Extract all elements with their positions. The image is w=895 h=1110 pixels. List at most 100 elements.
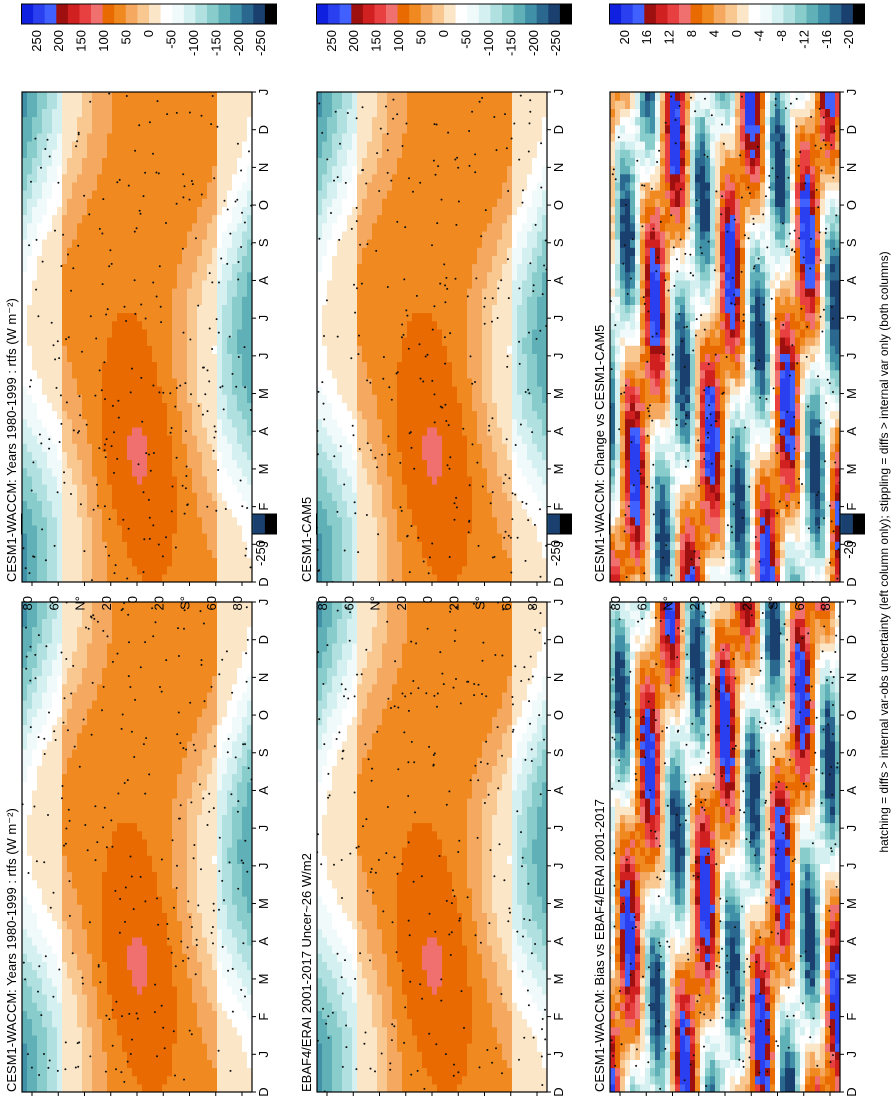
x-tick-label: J bbox=[844, 863, 859, 870]
colorbar-swatch bbox=[375, 4, 387, 24]
x-tick-label: A bbox=[844, 786, 859, 795]
x-tick-label: D bbox=[256, 125, 271, 134]
x-tick-label: D bbox=[256, 577, 271, 586]
colorbar-swatch bbox=[548, 514, 560, 534]
x-tick-label: A bbox=[844, 427, 859, 436]
x-tick-label: A bbox=[551, 937, 566, 946]
colorbar-swatch bbox=[853, 514, 865, 534]
colorbar-swatch bbox=[725, 4, 737, 24]
colorbar-tick-label: -100 bbox=[186, 30, 201, 56]
colorbar-swatch bbox=[537, 4, 549, 24]
x-tick-label: S bbox=[551, 748, 566, 757]
y-tick-label: 60 bbox=[46, 596, 61, 610]
colorbar-swatch bbox=[679, 4, 691, 24]
x-tick-label: J bbox=[551, 825, 566, 832]
panels-layer: DJFMAMJJASONDJ8060N°20020S°6080CESM1-WAC… bbox=[4, 4, 865, 1105]
x-tick-label: J bbox=[844, 353, 859, 360]
x-tick-label: J bbox=[551, 541, 566, 548]
x-tick-label: M bbox=[844, 898, 859, 909]
x-tick-label: F bbox=[551, 503, 566, 511]
x-tick-label: J bbox=[256, 1051, 271, 1058]
x-tick-label: N bbox=[256, 673, 271, 682]
colorbar-swatch bbox=[253, 4, 265, 24]
colorbar-swatch bbox=[363, 4, 375, 24]
chart-title: CESM1-WACCM: Change vs CESM1-CAM5 bbox=[592, 325, 607, 582]
chart-title: CESM1-WACCM: Bias vs EBAF4/ERAI 2001-201… bbox=[592, 799, 607, 1092]
y-tick-label: 80 bbox=[20, 596, 35, 610]
colorbar-swatch bbox=[456, 4, 468, 24]
x-tick-label: N bbox=[551, 673, 566, 682]
x-tick-label: N bbox=[844, 163, 859, 172]
colorbar-swatch bbox=[219, 4, 231, 24]
y-tick-label: 20 bbox=[739, 596, 754, 610]
y-tick-label: 80 bbox=[608, 596, 623, 610]
x-tick-label: O bbox=[256, 200, 271, 210]
x-tick-label: N bbox=[844, 673, 859, 682]
field-4 bbox=[609, 601, 841, 1092]
y-tick-label: 60 bbox=[341, 596, 356, 610]
y-tick-label: 80 bbox=[818, 596, 833, 610]
field-2 bbox=[316, 602, 547, 1093]
colorbar-tick-label: 150 bbox=[369, 30, 384, 52]
colorbar-tick-label: 4 bbox=[707, 30, 722, 37]
colorbar-swatch bbox=[668, 4, 680, 24]
x-tick-label: O bbox=[844, 710, 859, 720]
colorbar-tick-label: 0 bbox=[141, 30, 156, 37]
x-tick-label: J bbox=[844, 599, 859, 606]
colorbar-swatch bbox=[114, 4, 126, 24]
y-tick-label: 60 bbox=[792, 596, 807, 610]
colorbar-tick-label: -50 bbox=[163, 30, 178, 49]
x-tick-label: N bbox=[551, 163, 566, 172]
colorbar-tick-label: -8 bbox=[774, 30, 789, 42]
x-tick-label: J bbox=[256, 541, 271, 548]
colorbar-swatch bbox=[351, 4, 363, 24]
colorbar-swatch bbox=[22, 4, 34, 24]
colorbar-tick-label: -20 bbox=[841, 30, 856, 49]
colorbar-swatch bbox=[444, 4, 456, 24]
colorbar-tick-label: 150 bbox=[74, 30, 89, 52]
x-tick-label: M bbox=[256, 898, 271, 909]
x-tick-label: A bbox=[256, 786, 271, 795]
colorbar-swatch bbox=[818, 4, 830, 24]
x-tick-label: S bbox=[844, 748, 859, 757]
y-tick-label: 20 bbox=[687, 596, 702, 610]
x-tick-label: J bbox=[844, 89, 859, 96]
x-tick-label: J bbox=[256, 89, 271, 96]
colorbar-swatch bbox=[207, 4, 219, 24]
field-1 bbox=[22, 92, 253, 583]
x-tick-label: A bbox=[551, 786, 566, 795]
x-tick-label: J bbox=[256, 599, 271, 606]
y-tick-label: 20 bbox=[99, 596, 114, 610]
colorbar-swatch bbox=[45, 4, 57, 24]
x-tick-label: A bbox=[844, 937, 859, 946]
colorbar-swatch bbox=[91, 4, 103, 24]
colorbar-swatch bbox=[126, 4, 138, 24]
y-tick-label: S° bbox=[766, 596, 781, 610]
colorbar-tick-label: 50 bbox=[119, 30, 134, 44]
colorbar-swatch bbox=[432, 4, 444, 24]
x-tick-label: M bbox=[551, 974, 566, 985]
colorbar-tick-label: -4 bbox=[751, 30, 766, 42]
colorbar-swatch bbox=[421, 4, 433, 24]
colorbar-swatch bbox=[184, 4, 196, 24]
x-tick-label: O bbox=[551, 710, 566, 720]
colorbar-swatch bbox=[807, 4, 819, 24]
colorbar-swatch bbox=[80, 4, 92, 24]
colorbar-swatch bbox=[317, 4, 329, 24]
y-tick-label: N° bbox=[661, 596, 676, 611]
x-tick-label: J bbox=[844, 315, 859, 322]
colorbar-swatch bbox=[610, 4, 622, 24]
colorbar-tick-label: -16 bbox=[819, 30, 834, 49]
colorbar-swatch bbox=[621, 4, 633, 24]
y-tick-label: 20 bbox=[151, 596, 166, 610]
colorbar-swatch bbox=[409, 4, 421, 24]
colorbar-swatch bbox=[328, 4, 340, 24]
colorbar-tick-label: 250 bbox=[29, 30, 44, 52]
colorbar-swatch bbox=[525, 4, 537, 24]
footnote: hatching = diffs > internal var-obs unce… bbox=[877, 251, 891, 852]
colorbar-tick-label: -250 bbox=[548, 30, 563, 56]
x-tick-label: J bbox=[551, 315, 566, 322]
x-tick-label: A bbox=[256, 276, 271, 285]
